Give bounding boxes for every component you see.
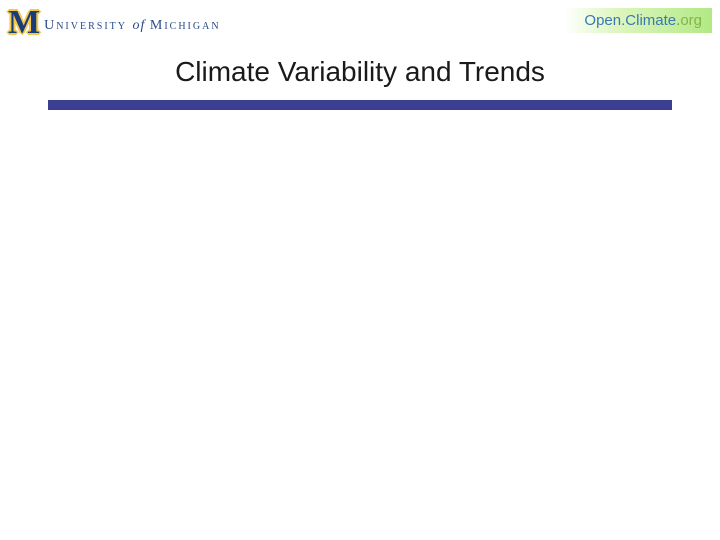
title-underline-rule <box>48 100 672 110</box>
slide-title: Climate Variability and Trends <box>0 56 720 88</box>
header-bar: M University of Michigan Open.Climate.or… <box>0 0 720 42</box>
openclimate-logo: Open.Climate.org <box>564 8 712 33</box>
title-region: Climate Variability and Trends <box>0 56 720 88</box>
university-name-suffix: Michigan <box>150 18 221 33</box>
university-logo: M University of Michigan <box>8 6 221 40</box>
openclimate-open: Open. <box>584 12 625 29</box>
university-name: University of Michigan <box>44 12 220 34</box>
university-name-prefix: University <box>44 18 132 33</box>
openclimate-climate: Climate <box>625 12 676 29</box>
university-name-of: of <box>132 18 149 33</box>
openclimate-org: org <box>680 12 702 29</box>
block-m-icon: M <box>8 6 38 40</box>
